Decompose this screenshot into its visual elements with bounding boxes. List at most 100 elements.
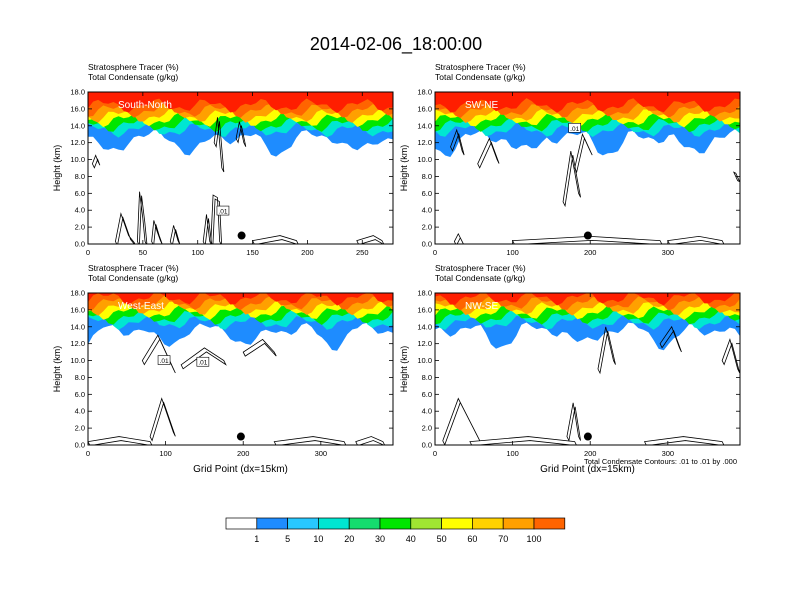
panel-nw-se: NW-SE 0.0 2.0 4.0 6.0 8.0 10.0 12.0 14.0 16.0 18.0… — [399, 263, 741, 475]
condensate-contour — [141, 334, 176, 374]
x-tick-label: 0 — [86, 248, 90, 257]
condensate-contour — [477, 137, 500, 169]
colorbar-swatch — [502, 517, 535, 530]
y-tick-label: 14.0 — [417, 121, 432, 130]
y-tick-label: 14.0 — [417, 322, 432, 331]
condensate-contour — [574, 132, 593, 174]
colorbar-swatch — [472, 517, 504, 530]
y-tick-label: 8.0 — [75, 172, 85, 181]
plot-frame — [434, 91, 741, 245]
condensate-contour — [210, 194, 222, 244]
tracer-band — [88, 293, 393, 306]
colorbar-swatch — [287, 517, 319, 530]
colorbar-label: 40 — [406, 534, 416, 544]
contour-footnote: Total Condensate Contours: .01 to .01 by… — [584, 457, 737, 466]
condensate-contour — [180, 347, 227, 370]
colorbar-label: 10 — [313, 534, 323, 544]
panel-title: Stratosphere Tracer (%) — [435, 263, 526, 273]
y-tick-label: 18.0 — [70, 289, 85, 298]
location-marker — [583, 231, 592, 240]
y-axis-label: Height (km) — [399, 145, 409, 192]
contour-label-box — [157, 355, 171, 365]
panels: .01 South-North 0.0 2.0 4.0 6.0 8.0 10.0 12.0 14.… — [52, 62, 741, 475]
plot-area: .01 — [88, 92, 393, 244]
colorbar-label: 50 — [437, 534, 447, 544]
condensate-contour — [149, 397, 176, 442]
contour-label: .01 — [160, 358, 169, 365]
y-tick-label: 2.0 — [75, 424, 85, 433]
plot-area — [435, 293, 740, 445]
colorbar-label: 100 — [526, 534, 541, 544]
y-tick-label: 6.0 — [75, 189, 85, 198]
colorbar-swatch — [256, 517, 288, 530]
y-tick-label: 16.0 — [417, 104, 432, 113]
y-axis-label: Height (km) — [399, 346, 409, 393]
y-tick-label: 14.0 — [70, 322, 85, 331]
x-tick-label: 50 — [139, 248, 147, 257]
panel-subtitle: Total Condensate (g/kg) — [88, 273, 178, 283]
panel-direction-label: SW-NE — [465, 100, 498, 111]
panel-title: Stratosphere Tracer (%) — [435, 62, 526, 72]
y-tick-label: 2.0 — [75, 223, 85, 232]
tracer-band — [435, 92, 740, 113]
condensate-contour — [115, 212, 136, 244]
y-tick-label: 10.0 — [70, 155, 85, 164]
location-marker — [583, 432, 592, 441]
contour-label-box — [216, 205, 230, 216]
condensate-contour — [566, 402, 581, 442]
y-tick-label: 4.0 — [422, 407, 432, 416]
x-axis-label: Grid Point (dx=15km) — [540, 464, 635, 475]
y-tick-label: 18.0 — [70, 88, 85, 97]
panel-subtitle: Total Condensate (g/kg) — [435, 273, 525, 283]
colorbar-label: 60 — [467, 534, 477, 544]
x-tick-label: 0 — [86, 449, 90, 458]
tracer-band — [88, 293, 393, 311]
x-tick-label: 100 — [191, 248, 204, 257]
condensate-contour — [355, 436, 386, 445]
colorbar-swatch — [225, 517, 258, 530]
y-tick-label: 4.0 — [422, 206, 432, 215]
y-tick-label: 12.0 — [70, 339, 85, 348]
condensate-contour — [356, 235, 385, 244]
panel-direction-label: South-North — [118, 100, 172, 111]
plot-area: .01 — [435, 92, 740, 244]
y-tick-label: 0.0 — [75, 240, 85, 249]
plot-frame — [87, 292, 394, 446]
y-tick-label: 10.0 — [70, 356, 85, 365]
y-tick-label: 14.0 — [70, 121, 85, 130]
y-tick-label: 8.0 — [75, 373, 85, 382]
colorbar-swatch — [348, 517, 381, 530]
x-tick-label: 200 — [301, 248, 314, 257]
condensate-contour — [169, 225, 181, 244]
y-tick-label: 18.0 — [417, 289, 432, 298]
y-tick-label: 6.0 — [75, 390, 85, 399]
colorbar-swatch — [410, 517, 442, 530]
colorbar: 1 5 10 20 30 40 50 60 70 100 — [225, 517, 566, 544]
colorbar-label: 70 — [498, 534, 508, 544]
condensate-contour — [136, 191, 148, 244]
x-tick-label: 100 — [506, 449, 519, 458]
y-tick-label: 18.0 — [417, 88, 432, 97]
y-tick-label: 8.0 — [422, 172, 432, 181]
condensate-contour — [213, 117, 225, 173]
location-marker — [236, 432, 245, 441]
panel-west-east: .01 .01 West-East 0.0 2.0 4.0 6.0 8.0 10.0 12.0 14… — [52, 263, 394, 475]
y-tick-label: 6.0 — [422, 189, 432, 198]
tracer-band — [435, 293, 740, 306]
contour-label: .01 — [218, 209, 227, 216]
condensate-contour — [251, 235, 299, 244]
x-tick-label: 250 — [356, 248, 369, 257]
y-tick-label: 12.0 — [417, 339, 432, 348]
x-tick-label: 0 — [433, 449, 437, 458]
x-tick-label: 100 — [159, 449, 172, 458]
condensate-contour — [91, 154, 101, 169]
x-tick-label: 300 — [315, 449, 328, 458]
panel-subtitle: Total Condensate (g/kg) — [88, 72, 178, 82]
y-tick-label: 8.0 — [422, 373, 432, 382]
condensate-contour — [88, 436, 153, 445]
plot-area: .01 .01 — [88, 293, 393, 445]
condensate-contour — [151, 220, 163, 244]
colorbar-swatch — [318, 517, 350, 530]
contour-label-box — [196, 356, 210, 367]
condensate-contour — [235, 121, 247, 147]
